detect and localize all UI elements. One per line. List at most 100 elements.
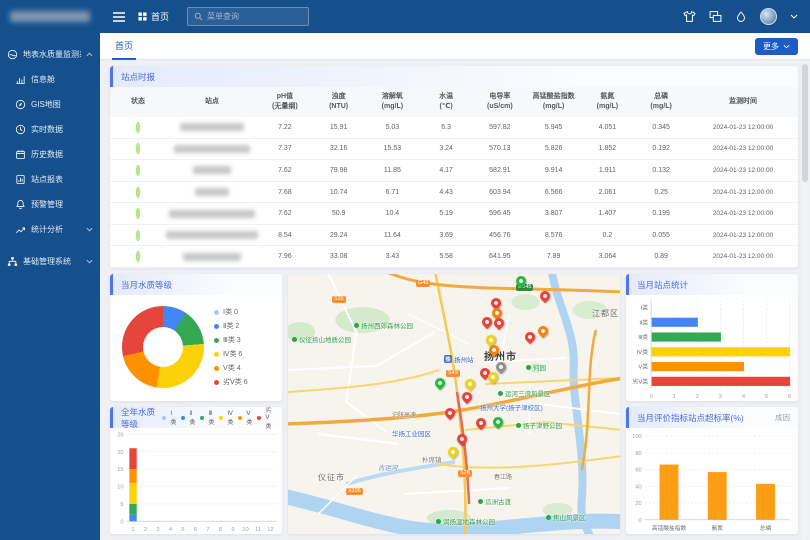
svg-text:6: 6 (788, 394, 791, 400)
time-cell: 2024-01-23 12:00:00 (712, 210, 774, 218)
panel-title: 全年水质等级 (121, 407, 156, 429)
sidebar-item-0[interactable]: 信息舱 (0, 67, 100, 92)
time-cell: 2024-01-23 12:00:00 (712, 145, 774, 153)
panel-header: 站点时报 (110, 66, 798, 87)
cause-analysis-link[interactable]: 成因 (775, 413, 790, 422)
donut-chart: Ⅰ类 0 Ⅱ类 2 Ⅲ类 3 Ⅳ类 6 Ⅴ类 4 劣Ⅴ类 6 (110, 295, 282, 401)
svg-text:Ⅴ类: Ⅴ类 (638, 363, 648, 371)
legend-item: Ⅱ类 (181, 410, 195, 426)
theme-skin-icon[interactable] (683, 10, 696, 23)
svg-text:8: 8 (219, 527, 222, 533)
status-cell (110, 143, 166, 155)
sidebar-item-label: 历史数据 (31, 150, 63, 159)
user-menu-chevron-icon[interactable] (790, 14, 798, 19)
tabbar: 首页 更多 (100, 33, 810, 60)
legend-item: Ⅱ类 2 (214, 321, 248, 331)
scrollbar-track[interactable] (802, 60, 808, 540)
left-charts-column: 当月水质等级 Ⅰ类 0 Ⅱ类 2 Ⅲ类 3 Ⅳ类 6 Ⅴ类 4 劣Ⅴ类 6 全年水质等级 … (110, 274, 282, 534)
flame-icon[interactable] (735, 10, 747, 23)
dashboard-icon (15, 74, 26, 85)
column-header: 溶解氧 (mg/L) (381, 92, 404, 111)
search-input[interactable] (207, 12, 303, 21)
sidebar-item-label: 统计分析 (31, 225, 63, 234)
svg-text:氨氮: 氨氮 (711, 524, 723, 532)
value-cell: 4.43 (439, 188, 453, 196)
value-cell: 7.68 (278, 188, 292, 196)
svg-text:7: 7 (206, 527, 209, 533)
site-name-redacted (169, 209, 255, 218)
sidebar-item-5[interactable]: 预警管理 (0, 192, 100, 217)
value-cell: 4.17 (439, 166, 453, 174)
trend-icon (15, 224, 26, 235)
value-cell: 1.911 (598, 166, 616, 174)
status-dot-normal (136, 208, 140, 220)
svg-text:60: 60 (635, 468, 641, 474)
multi-screen-icon[interactable] (709, 10, 722, 23)
value-cell: 5.826 (544, 145, 563, 153)
sidebar-item-2[interactable]: 实时数据 (0, 117, 100, 142)
column-header: pH值 (无量纲) (272, 92, 298, 111)
legend-item: Ⅳ类 6 (214, 349, 248, 359)
sidebar-group-water-system[interactable]: 地表水质量监测系统 (0, 41, 100, 67)
value-cell: 5.03 (385, 123, 400, 131)
annual-quality-chart: 0 5 10 15 20 25 1 2 3 4 5 6 7 8 9 10 11 12 (110, 428, 282, 534)
sidebar-item-6[interactable]: 统计分析 (0, 217, 100, 242)
column-header: 水温 (℃) (439, 92, 454, 111)
svg-text:20: 20 (117, 450, 123, 456)
scrollbar-thumb[interactable] (802, 64, 808, 182)
value-cell: 3.24 (439, 145, 453, 153)
panel-header: 全年水质等级 Ⅰ类 Ⅱ类 Ⅲ类 Ⅳ类 Ⅴ类 劣Ⅴ类 (110, 407, 282, 430)
svg-text:5: 5 (120, 502, 123, 508)
donut-ring (122, 306, 204, 388)
app-logo (0, 0, 100, 33)
svg-text:劣Ⅴ类: 劣Ⅴ类 (633, 378, 649, 386)
compass-icon (15, 99, 26, 110)
monthly-station-card: 当月站点统计 0 1 2 3 4 5 6 Ⅰ类 Ⅱ类 Ⅲ类 Ⅳ类 Ⅴ类 劣Ⅴ类 (626, 274, 798, 401)
value-cell: 3.69 (439, 231, 453, 239)
hamburger-menu-icon[interactable] (112, 11, 126, 23)
sidebar-item-1[interactable]: GIS地图 (0, 92, 100, 117)
svg-text:5: 5 (181, 527, 184, 533)
site-name-redacted (180, 123, 244, 132)
site-name-redacted (183, 252, 241, 261)
table-row: 7.62 50.9 10.4 5.19 596.45 3.807 1.407 0.199 202… (110, 203, 798, 225)
value-cell: 10.4 (385, 210, 400, 218)
water-system-icon (7, 49, 18, 60)
main-area: 首页 (100, 0, 810, 540)
value-cell: 0.25 (654, 188, 668, 196)
svg-text:5: 5 (765, 394, 768, 400)
table-row: 8.54 29.24 11.64 3.69 456.76 8.576 0.2 0.055 202… (110, 225, 798, 247)
panel-header: 当月水质等级 (110, 274, 282, 295)
sidebar-group-label: 基础管理系统 (23, 256, 71, 266)
table-body: 7.22 15.91 5.03 6.3 597.82 5.945 4.051 0.345 202… (110, 117, 798, 268)
svg-text:1: 1 (673, 394, 676, 400)
sidebar-item-3[interactable]: 历史数据 (0, 142, 100, 167)
svg-text:高锰酸盐指数: 高锰酸盐指数 (652, 524, 687, 532)
svg-text:3: 3 (719, 394, 722, 400)
breadcrumb-home[interactable]: 首页 (138, 10, 169, 23)
map-graphics (288, 274, 620, 534)
sidebar-group-base-system[interactable]: 基础管理系统 (0, 248, 100, 274)
status-cell (110, 186, 166, 198)
value-cell: 8.576 (544, 231, 563, 239)
more-button[interactable]: 更多 (755, 37, 798, 55)
svg-text:1: 1 (131, 527, 134, 533)
user-avatar[interactable] (760, 8, 777, 25)
legend-dot (214, 365, 219, 371)
legend-item: Ⅴ类 (238, 410, 252, 426)
calendar-icon (15, 149, 26, 160)
value-cell: 7.62 (278, 210, 292, 218)
value-cell: 32.16 (329, 145, 348, 153)
value-cell: 603.94 (489, 188, 511, 196)
tab-home[interactable]: 首页 (112, 32, 137, 60)
sidebar-item-label: 信息舱 (31, 75, 55, 84)
sidebar-item-4[interactable]: 站点报表 (0, 167, 100, 192)
map[interactable]: G40S35G345S49S28X305扬州市仪征市江都区扬州站沪陕高速古运河春… (288, 274, 620, 534)
chevron-up-icon (86, 52, 93, 56)
table-row: 7.62 79.98 11.85 4.17 582.91 9.914 1.911 0.132 2… (110, 160, 798, 182)
exceed-rate-card: 当月评价指标站点超标率(%) 成因 0 20 40 60 80 100 高锰酸盐指数 氨氮 总磷 (626, 407, 798, 534)
time-cell: 2024-01-23 12:00:00 (712, 123, 774, 131)
